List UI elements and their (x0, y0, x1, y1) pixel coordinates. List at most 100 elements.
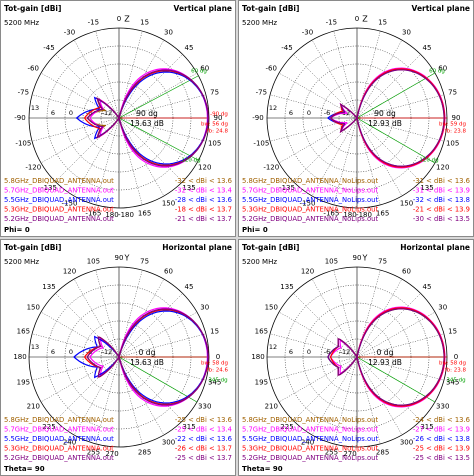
angle-label: -60 (266, 65, 277, 73)
ring-label: 6 (51, 348, 55, 356)
ring-label: -6 (324, 348, 330, 356)
angle-spoke (293, 356, 358, 421)
horizontal-plane-plot-nolips: 90 75 60 45 30 15 0 345 330 315 300 285 270 105 120 135… (238, 239, 474, 476)
series-line (75, 71, 209, 165)
angle-label: 285 (376, 449, 389, 457)
max-direction-label: 90 dg (136, 109, 158, 118)
angle-spoke (118, 356, 206, 381)
legend-range: -22 < dBi < 13.6 (175, 435, 232, 443)
legend-entry: 5.2GHz_DBIQUAD_ANTENNA.out (4, 454, 114, 462)
beamwidth-line (118, 117, 199, 161)
angle-spoke (118, 333, 206, 358)
legend-entry: 5.3GHz_DBIQUAD_ANTENNA_NoLips.out (242, 445, 378, 453)
series-line (329, 307, 446, 407)
max-direction-label: 0 dg (377, 348, 394, 357)
legend-entry: 5.8GHz_DBIQUAD_ANTENNA_NoLips.out (242, 416, 378, 424)
angle-label: 45 (423, 44, 432, 52)
angle-spoke (356, 39, 403, 119)
max-gain-label: 12.93 dB (368, 119, 402, 128)
angle-label: 15 (140, 18, 149, 26)
angle-spoke (270, 356, 358, 381)
angle-label: 180 (343, 211, 356, 219)
angle-spoke (311, 117, 358, 197)
plane-label: Horizontal plane (400, 243, 470, 252)
angle-label: 120 (63, 267, 76, 275)
legend-entry: 5.7GHz_DBIQUAD_ANTENNA.out (4, 187, 114, 195)
angle-label: 60 (402, 267, 411, 275)
beamwidth-label: bw: 58 dg (201, 361, 228, 367)
polar-chart-svg: 90 75604530150345330315300285270105120135… (242, 243, 470, 473)
angle-label: -180 (356, 211, 372, 219)
beamwidth-label: bw: 59 dg (439, 122, 466, 128)
angle-label: 150 (400, 200, 413, 208)
angle-label: 105 (208, 140, 221, 148)
angle-label: 105 (325, 257, 338, 265)
chart-title: Tot-gain [dBi] (242, 243, 299, 252)
beamwidth-label: fb: 24.6 (207, 368, 229, 374)
angle-spoke (356, 31, 381, 119)
marker-label: 345 dg (208, 378, 227, 384)
angle-spoke (73, 39, 120, 119)
angle-label: 150 (265, 304, 278, 312)
angle-spoke (356, 117, 444, 142)
angle-label: 135 (182, 184, 195, 192)
polar-chart-svg: 90 75604530150345330315300285270105120135… (4, 243, 232, 473)
angle-label: 90 (452, 114, 461, 122)
angle-spoke (356, 293, 421, 358)
angle-label: 60 (200, 65, 209, 73)
angle-label: 150 (27, 304, 40, 312)
angle-label: -180 (118, 211, 134, 219)
angle-label: 60 (438, 65, 447, 73)
plane-label: Horizontal plane (162, 243, 232, 252)
angle-spoke (55, 356, 120, 421)
angle-label: 45 (185, 44, 194, 52)
legend-range: -25 < dBi < 13.6 (175, 416, 232, 424)
angle-label: 45 (185, 283, 194, 291)
ring-label: -6 (324, 109, 330, 117)
angle-label: -150 (300, 200, 316, 208)
legend-range: -31 < dBi < 13.9 (413, 187, 470, 195)
legend-entry: 5.3GHz_DBIQUAD_ANTENNA_NoLips.out (242, 206, 378, 214)
angle-spoke (356, 356, 444, 381)
angle-spoke (95, 31, 120, 119)
ring-label: -12 (102, 109, 113, 117)
angle-label: 135 (280, 283, 293, 291)
legend-range: -25 < dBi < 13.7 (175, 454, 232, 462)
angle-spoke (32, 117, 120, 142)
marker-label: 345 dg (446, 378, 465, 384)
legend-range: -30 < dBi < 13.5 (413, 215, 470, 223)
angle-label: 300 (162, 439, 175, 447)
angle-label: -120 (25, 164, 41, 172)
angle-label: 30 (200, 304, 209, 312)
angle-spoke (356, 278, 403, 358)
ring-label: 6 (289, 348, 293, 356)
angle-label: -165 (85, 210, 101, 218)
ring-label: 0 (69, 348, 73, 356)
angle-label: 30 (402, 28, 411, 36)
series-line (329, 69, 445, 167)
beamwidth-label: bw: 56 dg (201, 122, 228, 128)
legend-range: -26 < dBi < 13.8 (413, 435, 470, 443)
beamwidth-line (356, 72, 436, 119)
legend-range: -32 < dBi < 13.4 (175, 187, 232, 195)
legend-entry: 5.8GHz_DBIQUAD_ANTENNA.out (4, 177, 114, 185)
angle-spoke (278, 356, 358, 403)
angle-label: 165 (17, 327, 30, 335)
angle-label: 150 (162, 200, 175, 208)
marker-label: 60 dg (191, 69, 207, 75)
angle-label: 15 (210, 327, 219, 335)
ring-label: -12 (340, 348, 351, 356)
angle-label: 120 (301, 267, 314, 275)
legend-range: -25 < dBi < 13.4 (175, 426, 232, 434)
angle-spoke (32, 94, 120, 119)
angle-label: 255 (325, 449, 338, 457)
angle-label: 60 (164, 267, 173, 275)
angle-spoke (333, 356, 358, 444)
angle-label: 0 (216, 353, 220, 361)
angle-spoke (55, 117, 120, 182)
beamwidth-line (118, 75, 199, 119)
angle-label: -30 (302, 28, 313, 36)
angle-label: -105 (15, 140, 31, 148)
angle-label: 240 (301, 439, 314, 447)
angle-label: 0 (117, 15, 121, 23)
